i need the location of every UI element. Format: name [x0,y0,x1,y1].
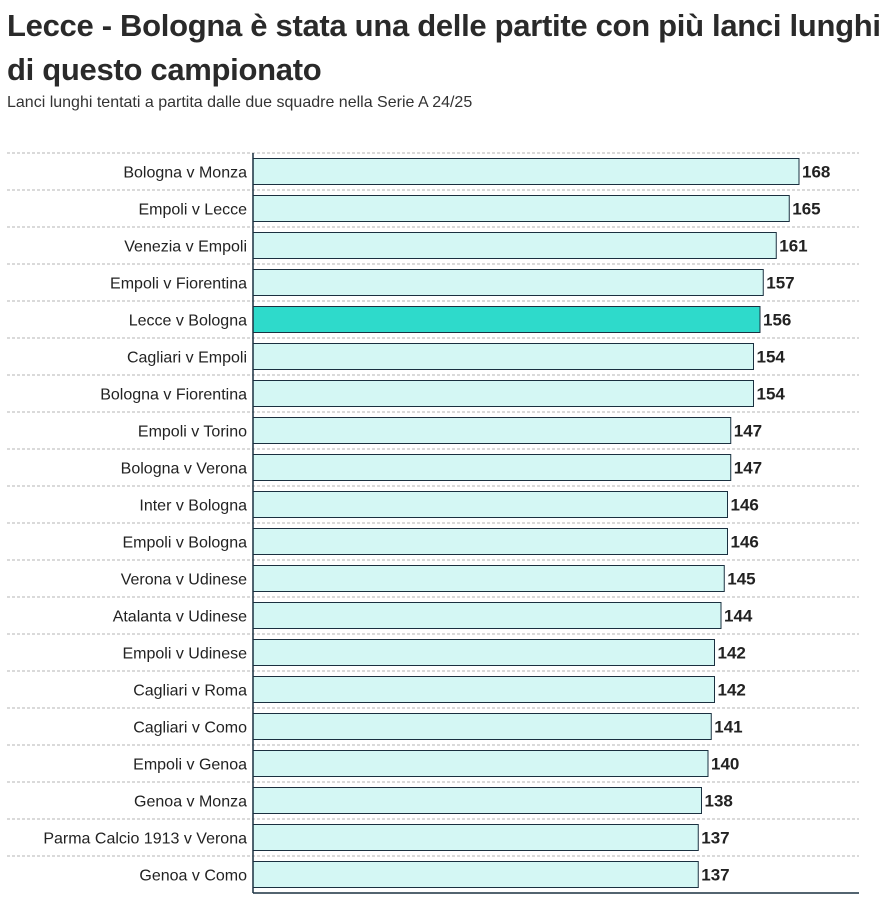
chart-title: Lecce - Bologna è stata una delle partit… [7,8,881,87]
category-label: Verona v Udinese [121,572,247,589]
bar [252,861,699,888]
category-label: Empoli v Lecce [139,202,248,219]
bar [252,528,728,555]
value-label: 142 [718,644,746,663]
bar [252,824,699,851]
category-label: Atalanta v Udinese [113,609,247,626]
value-label: 140 [711,755,739,774]
bar [252,195,790,222]
category-label: Bologna v Verona [121,461,247,478]
bar [252,639,715,666]
bar [252,158,800,185]
bar [252,565,725,592]
bar [252,750,709,777]
category-label: Cagliari v Empoli [127,350,247,367]
category-label: Empoli v Torino [138,424,247,441]
value-label: 142 [718,681,746,700]
bar [252,417,732,444]
value-label: 146 [731,533,759,552]
category-label: Bologna v Monza [123,165,247,182]
category-label: Lecce v Bologna [129,313,247,330]
category-label: Empoli v Fiorentina [110,276,247,293]
value-label: 144 [724,607,753,626]
value-label: 168 [802,163,830,182]
bar [252,713,712,740]
category-label: Empoli v Udinese [123,646,248,663]
value-label: 137 [701,866,729,885]
category-label: Empoli v Genoa [133,757,247,774]
bar [252,269,764,296]
value-label: 156 [763,311,791,330]
bar [252,232,777,259]
category-label: Venezia v Empoli [124,239,247,256]
value-label: 161 [779,237,807,256]
value-label: 154 [757,385,786,404]
bar [252,602,722,629]
category-label: Parma Calcio 1913 v Verona [43,831,247,848]
value-label: 146 [731,496,759,515]
value-label: 157 [766,274,794,293]
bar [252,380,754,407]
category-label: Empoli v Bologna [122,535,247,552]
bar [252,454,732,481]
bar [252,491,728,518]
value-label: 137 [701,829,729,848]
bar [252,676,715,703]
category-label: Cagliari v Como [133,720,247,737]
category-label: Inter v Bologna [139,498,247,515]
value-label: 138 [705,792,733,811]
value-label: 141 [714,718,742,737]
value-label: 147 [734,422,762,441]
bar [252,343,754,370]
value-label: 145 [727,570,755,589]
value-label: 165 [792,200,820,219]
value-label: 147 [734,459,762,478]
category-label: Cagliari v Roma [133,683,247,700]
category-label: Genoa v Como [139,868,247,885]
value-label: 154 [757,348,786,367]
chart-subtitle: Lanci lunghi tentati a partita dalle due… [7,94,473,111]
category-label: Bologna v Fiorentina [100,387,247,404]
highlighted-bar [252,306,761,333]
bar [252,787,702,814]
category-label: Genoa v Monza [134,794,247,811]
